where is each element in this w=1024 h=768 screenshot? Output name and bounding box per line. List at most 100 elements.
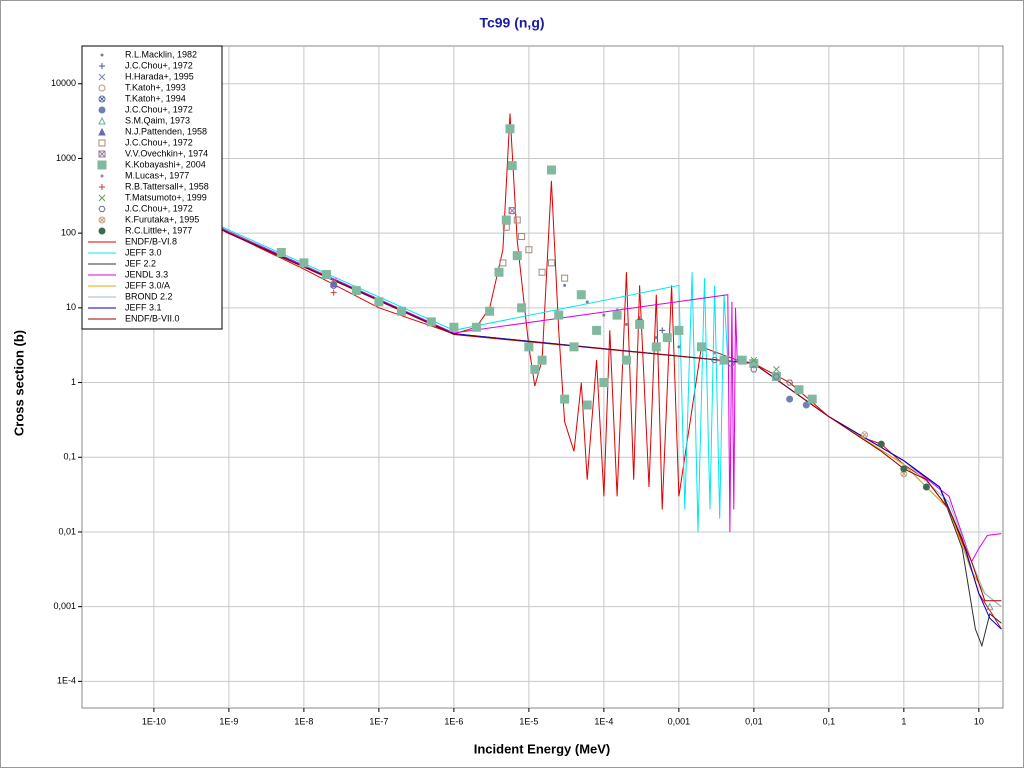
legend-swatch (98, 106, 106, 114)
y-axis-label: Cross section (b) (11, 330, 26, 436)
legend-swatch (98, 194, 106, 202)
legend-swatch (100, 53, 104, 57)
legend-label: ENDF/B-VI.8 (125, 236, 177, 246)
data-point (654, 336, 658, 340)
x-tick-label: 1E-4 (594, 716, 613, 726)
legend-label: J.C.Chou+, 1972 (125, 203, 193, 213)
data-point (471, 322, 481, 332)
data-point (922, 483, 930, 491)
data-point (772, 373, 781, 380)
data-point (537, 355, 547, 365)
data-point (659, 327, 666, 334)
data-point (985, 602, 994, 611)
data-point (512, 251, 522, 261)
x-tick-label: 0,001 (668, 716, 691, 726)
y-tick-label: 0,1 (63, 452, 76, 462)
data-point (554, 310, 564, 320)
legend-label: R.C.Little+, 1977 (125, 225, 192, 235)
y-tick-label: 0,001 (53, 601, 76, 611)
x-tick-label: 1E-7 (369, 716, 388, 726)
data-point (276, 248, 286, 258)
legend-label: JEFF 3.1 (125, 302, 162, 312)
data-point (538, 268, 546, 276)
legend-label: M.Lucas+, 1977 (125, 170, 189, 180)
data-point (635, 319, 645, 329)
data-point (750, 366, 758, 373)
chart-title: Tc99 (n,g) (479, 15, 544, 31)
data-point (900, 465, 908, 473)
data-point (727, 360, 735, 367)
y-tick-label: 100 (61, 228, 76, 238)
data-point (508, 207, 516, 215)
legend-swatch (98, 95, 106, 103)
legend-label: R.L.Macklin, 1982 (125, 49, 197, 59)
data-point (662, 333, 672, 343)
legend-label: J.C.Chou+, 1972 (125, 60, 193, 70)
legend-swatch (98, 84, 106, 92)
data-point (517, 303, 527, 313)
legend-box (81, 45, 223, 330)
legend-label: T.Katoh+, 1993 (125, 82, 186, 92)
data-point (582, 400, 592, 410)
legend-label: R.B.Tattersall+, 1958 (125, 181, 209, 191)
data-point (396, 306, 406, 316)
series-line (82, 113, 1002, 630)
legend-label: K.Kobayashi+, 2004 (125, 159, 206, 169)
legend-swatch (99, 63, 105, 69)
data-point (501, 215, 511, 225)
legend-label: T.Matsumoto+, 1999 (125, 192, 207, 202)
x-tick-label: 0,1 (823, 716, 836, 726)
series-line (82, 159, 1002, 602)
data-point (374, 297, 384, 307)
legend-label: H.Harada+, 1995 (125, 71, 194, 81)
data-point (485, 306, 495, 316)
legend-swatch (98, 205, 106, 213)
legend-label: V.V.Ovechkin+, 1974 (125, 148, 208, 158)
x-tick-label: 10 (974, 716, 984, 726)
legend-swatch (98, 227, 106, 235)
data-point (426, 317, 436, 327)
legend-label: JENDL 3.3 (125, 269, 168, 279)
data-point (518, 233, 526, 241)
legend-swatch (98, 150, 106, 158)
legend-label: JEFF 3.0 (125, 247, 162, 257)
data-point (494, 267, 504, 277)
data-point (877, 440, 885, 448)
legend-swatch (98, 127, 106, 136)
data-point (750, 356, 758, 364)
legend-swatch (98, 116, 106, 125)
data-point (786, 395, 794, 403)
data-point (576, 290, 586, 300)
grid (78, 46, 1003, 712)
legend-label: JEFF 3.0/A (125, 280, 170, 290)
data-point (513, 216, 521, 224)
x-tick-label: 0,01 (745, 716, 763, 726)
plot (82, 113, 1002, 648)
y-tick-label: 1E-4 (57, 676, 76, 686)
data-point (624, 322, 628, 326)
legend-swatch (97, 160, 107, 170)
legend-label: S.M.Qaim, 1973 (125, 115, 190, 125)
y-tick-label: 10000 (51, 78, 76, 88)
legend-label: JEF 2.2 (125, 258, 156, 268)
data-point (561, 274, 569, 282)
x-tick-label: 1E-8 (294, 716, 313, 726)
y-tick-label: 1000 (56, 153, 76, 163)
data-point (794, 385, 804, 395)
data-point (299, 258, 309, 268)
data-point (651, 342, 661, 352)
data-point (329, 279, 338, 288)
data-point (735, 358, 739, 362)
data-point (525, 246, 533, 254)
legend-label: N.J.Pattenden, 1958 (125, 126, 207, 136)
data-point (530, 364, 540, 374)
data-point (696, 342, 706, 352)
data-point (524, 342, 534, 352)
data-point (602, 313, 606, 317)
data-point (569, 342, 579, 352)
y-tick-label: 10 (66, 302, 76, 312)
x-tick-label: 1E-9 (219, 716, 238, 726)
data-point (507, 161, 517, 171)
legend-label: J.C.Chou+, 1972 (125, 137, 193, 147)
